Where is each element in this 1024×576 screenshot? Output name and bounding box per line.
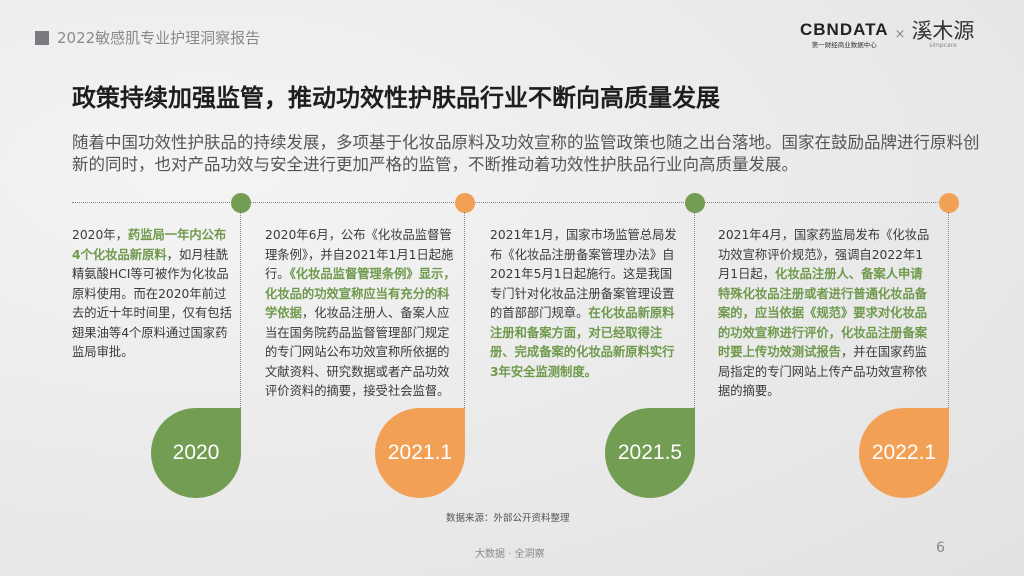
- timeline-description: 2020年6月，公布《化妆品监督管理条例》，并自2021年1月1日起施行。《化妆…: [265, 226, 457, 402]
- description-text: 2021年4月，国家药监局发布《化妆品功效宣称评价规范》，强调自2022年1月1…: [718, 228, 930, 281]
- square-icon: [35, 30, 49, 45]
- timeline-connector: [240, 212, 241, 408]
- page-title: 政策持续加强监管，推动功效性护肤品行业不断向高质量发展: [72, 84, 720, 112]
- year-badge: 2021.1: [375, 408, 465, 498]
- partner-logo: 溪木源 simpcare: [911, 18, 975, 49]
- highlighted-text: 药监局一年内公布4个化妆品新原料: [72, 228, 227, 262]
- highlighted-text: 化妆品注册人、备案人申请特殊化妆品注册或者进行普通化妆品备案的，应当依据《规范》…: [718, 267, 928, 359]
- footer-slogan: 大数据 · 全洞察: [475, 549, 545, 560]
- timeline-connector: [948, 212, 949, 408]
- report-header: 2022敏感肌专业护理洞察报告: [35, 27, 260, 48]
- brand-logos: CBNDATA 第一财经商业数据中心 × 溪木源 simpcare: [800, 20, 974, 49]
- timeline-description: 2021年4月，国家药监局发布《化妆品功效宣称评价规范》，强调自2022年1月1…: [718, 226, 930, 402]
- year-badge: 2020: [151, 408, 241, 498]
- highlighted-text: 在化妆品新原料注册和备案方面，对已经取得注册、完成备案的化妆品新原料实行3年安全…: [490, 306, 675, 379]
- timeline-description: 2021年1月，国家市场监管总局发布《化妆品注册备案管理办法》自2021年5月1…: [490, 226, 678, 382]
- timeline-description: 2020年，药监局一年内公布4个化妆品新原料，如月桂酰精氨酸HCI等可被作为化妆…: [72, 226, 234, 363]
- data-source: 数据来源：外部公开资料整理: [446, 513, 570, 524]
- year-badge: 2022.1: [859, 408, 949, 498]
- timeline-dot: [939, 193, 959, 213]
- description-text: 2021年1月，国家市场监管总局发布《化妆品注册备案管理办法》自2021年5月1…: [490, 228, 677, 320]
- description-text: 2020年，: [72, 228, 128, 242]
- partner-logo-subtitle: simpcare: [929, 41, 957, 49]
- report-title: 2022敏感肌专业护理洞察报告: [57, 29, 261, 47]
- cbndata-logo: CBNDATA 第一财经商业数据中心: [800, 20, 889, 49]
- timeline-axis: [72, 202, 950, 203]
- timeline-connector: [464, 212, 465, 408]
- cbndata-logo-text: CBNDATA: [800, 20, 889, 39]
- intro-paragraph: 随着中国功效性护肤品的持续发展，多项基于化妆品原料及功效宣称的监管政策也随之出台…: [72, 133, 980, 174]
- description-text: ，如月桂酰精氨酸HCI等可被作为化妆品原料使用。而在2020年前过去的近十年时间…: [72, 247, 232, 360]
- timeline-dot: [231, 193, 251, 213]
- page-number: 6: [936, 540, 945, 556]
- description-text: ，并在国家药监局指定的专门网站上传产品功效宣称依据的摘要。: [718, 345, 928, 398]
- logo-separator: ×: [894, 27, 906, 42]
- timeline-dot: [685, 193, 705, 213]
- timeline-connector: [694, 212, 695, 408]
- description-text: ，化妆品注册人、备案人应当在国务院药品监督管理部门规定的专门网站公布功效宣称所依…: [265, 306, 450, 398]
- highlighted-text: 《化妆品监督管理条例》显示，化妆品的功效宣称应当有充分的科学依据: [265, 267, 456, 320]
- partner-logo-text: 溪木源: [911, 18, 975, 43]
- description-text: 2020年6月，公布《化妆品监督管理条例》，并自2021年1月1日起施行。: [265, 228, 454, 281]
- cbndata-logo-subtitle: 第一财经商业数据中心: [811, 41, 877, 49]
- timeline-dot: [455, 193, 475, 213]
- year-badge: 2021.5: [605, 408, 695, 498]
